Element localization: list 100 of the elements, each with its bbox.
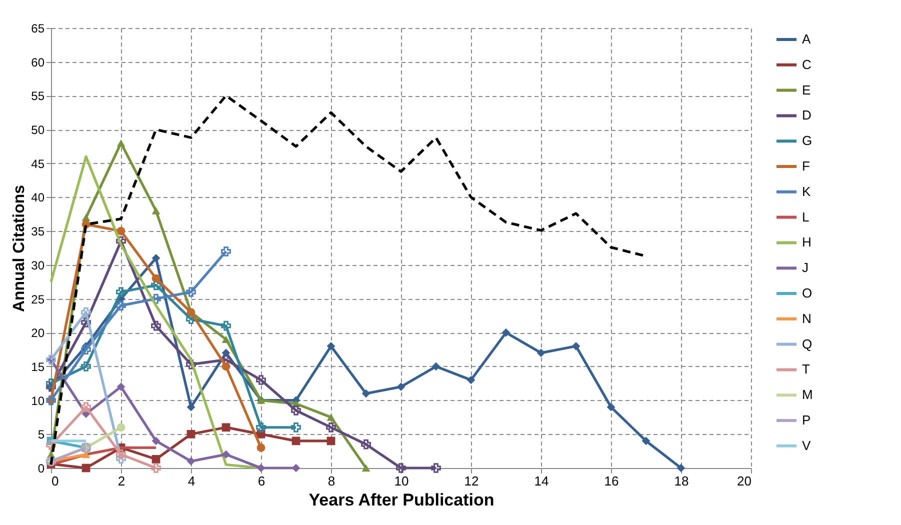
point xyxy=(116,423,126,432)
point xyxy=(291,406,301,416)
point xyxy=(326,342,336,350)
x-tick-label: 14 xyxy=(534,474,549,488)
x-tick-label: 4 xyxy=(188,474,196,488)
point xyxy=(222,423,230,432)
point xyxy=(326,422,336,432)
point xyxy=(326,414,336,421)
point xyxy=(116,300,126,310)
x-tick-label: 20 xyxy=(737,474,752,488)
x-tick-label: 2 xyxy=(118,474,126,488)
point xyxy=(116,454,126,464)
legend-label: M xyxy=(802,387,813,402)
legend-label: Q xyxy=(802,336,812,352)
point xyxy=(81,362,91,372)
point xyxy=(642,436,650,446)
y-tick-label: 40 xyxy=(31,190,45,205)
point xyxy=(326,436,336,446)
point xyxy=(431,463,441,473)
legend-label: V xyxy=(802,438,811,453)
legend-label: N xyxy=(802,310,812,326)
legend-label: O xyxy=(802,286,812,300)
point xyxy=(152,436,160,446)
point xyxy=(152,254,160,262)
point xyxy=(116,450,126,460)
y-tick-label: 60 xyxy=(31,55,45,70)
point xyxy=(256,422,266,432)
y-tick-label: 5 xyxy=(38,428,45,442)
point xyxy=(186,457,196,466)
legend-label: K xyxy=(802,184,811,199)
legend-label: J xyxy=(802,260,808,276)
x-axis-title: Years After Publication xyxy=(308,490,494,510)
point xyxy=(572,342,580,350)
legend-label: H xyxy=(802,234,812,250)
legend-label: C xyxy=(802,56,812,72)
point xyxy=(221,246,231,256)
legend-label: T xyxy=(802,362,810,377)
point xyxy=(502,328,510,337)
point xyxy=(361,439,371,450)
point xyxy=(432,362,440,371)
y-tick-label: 50 xyxy=(31,123,45,138)
legend-label: G xyxy=(802,133,812,148)
point xyxy=(222,450,230,459)
legend-label: D xyxy=(802,108,812,123)
y-tick-label: 0 xyxy=(38,462,45,476)
point xyxy=(396,463,406,473)
point xyxy=(116,226,126,236)
point xyxy=(291,422,301,432)
point xyxy=(116,382,126,391)
x-tick-label: 12 xyxy=(464,474,479,488)
legend-label: E xyxy=(802,82,811,98)
point xyxy=(152,274,160,283)
x-tick-label: 18 xyxy=(674,474,689,488)
point xyxy=(151,280,161,290)
legend-label: F xyxy=(802,158,810,174)
point xyxy=(116,287,126,297)
point xyxy=(222,362,230,371)
legend-label: L xyxy=(802,209,810,224)
point xyxy=(186,287,196,297)
point xyxy=(81,344,91,354)
y-tick-label: 65 xyxy=(31,22,45,36)
point xyxy=(186,402,196,412)
point xyxy=(81,307,91,318)
point xyxy=(81,318,91,328)
y-tick-label: 30 xyxy=(31,258,45,272)
y-axis-title: Annual Citations xyxy=(11,184,28,312)
x-tick-label: 6 xyxy=(258,474,266,488)
point xyxy=(152,207,160,214)
x-tick-label: 8 xyxy=(328,474,336,488)
point xyxy=(151,463,161,473)
point xyxy=(221,354,231,365)
point xyxy=(256,375,266,385)
y-tick-label: 35 xyxy=(31,224,45,239)
y-tick-label: 20 xyxy=(31,326,45,340)
point xyxy=(222,336,230,344)
point xyxy=(46,378,56,388)
point xyxy=(82,464,90,472)
point xyxy=(676,464,686,472)
point xyxy=(221,320,231,331)
point xyxy=(536,348,546,358)
point xyxy=(396,382,406,391)
legend-label: A xyxy=(802,32,811,46)
point xyxy=(466,376,476,384)
point xyxy=(116,139,126,147)
y-tick-label: 15 xyxy=(31,360,45,374)
point xyxy=(186,360,196,370)
y-tick-label: 25 xyxy=(31,292,45,306)
point xyxy=(151,320,161,331)
point xyxy=(362,389,370,398)
point xyxy=(362,464,370,472)
point xyxy=(152,455,160,464)
point xyxy=(186,430,196,438)
x-tick-label: 16 xyxy=(604,474,619,488)
point xyxy=(46,440,56,450)
point xyxy=(81,402,91,412)
x-tick-label: 10 xyxy=(394,474,409,488)
x-tick-label: 0 xyxy=(52,474,59,488)
point xyxy=(256,444,266,452)
y-tick-label: 55 xyxy=(31,89,45,104)
point xyxy=(116,236,126,246)
